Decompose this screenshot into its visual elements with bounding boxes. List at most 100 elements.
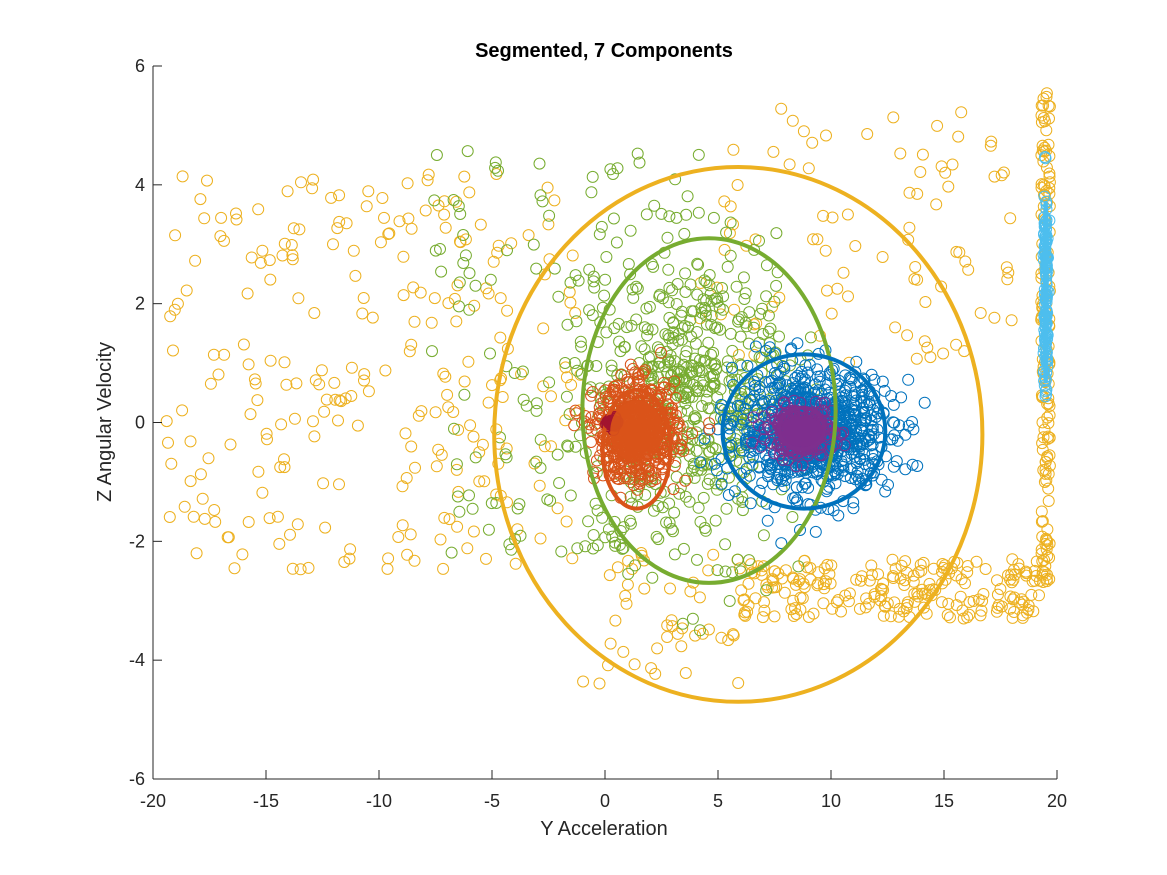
data-point — [545, 390, 557, 403]
data-point — [1035, 181, 1048, 194]
data-point — [376, 192, 389, 204]
data-point — [861, 399, 873, 412]
data-point — [678, 227, 691, 240]
data-point — [278, 356, 291, 369]
data-point — [624, 358, 637, 371]
data-point — [902, 373, 915, 386]
data-point — [241, 287, 254, 300]
data-point — [209, 515, 222, 528]
data-point — [408, 554, 421, 567]
data-point — [419, 204, 432, 217]
data-point — [237, 338, 250, 351]
data-point — [693, 591, 706, 604]
data-point — [844, 472, 857, 484]
data-point — [668, 548, 681, 561]
data-point — [775, 537, 788, 550]
data-point — [700, 294, 713, 307]
data-point — [534, 189, 547, 202]
data-point — [774, 376, 787, 389]
data-point — [473, 475, 486, 488]
data-point — [607, 212, 620, 225]
data-point — [889, 321, 902, 334]
data-point — [360, 200, 373, 213]
data-point — [248, 373, 261, 386]
data-point — [646, 571, 659, 584]
data-point — [595, 220, 608, 233]
data-point — [899, 463, 912, 476]
data-point — [543, 376, 556, 389]
data-point — [692, 258, 705, 271]
data-point — [274, 461, 287, 474]
data-point — [756, 397, 769, 410]
data-point — [397, 250, 410, 263]
data-point — [994, 583, 1007, 595]
data-point — [850, 573, 863, 586]
data-point — [587, 275, 600, 288]
data-point — [865, 559, 878, 572]
data-point — [180, 284, 193, 297]
data-point — [684, 585, 697, 598]
data-point — [676, 305, 688, 318]
data-point — [594, 449, 607, 462]
data-point — [738, 293, 751, 305]
data-point — [579, 540, 592, 553]
data-point — [798, 461, 811, 474]
data-point — [753, 336, 766, 349]
data-point — [736, 496, 749, 508]
data-point — [552, 290, 565, 303]
data-point — [168, 303, 181, 316]
data-point — [653, 356, 666, 369]
data-point — [686, 390, 699, 403]
data-point — [680, 345, 693, 358]
data-point — [944, 611, 956, 624]
data-point — [803, 358, 816, 371]
data-point — [848, 450, 861, 463]
data-point — [345, 361, 358, 374]
data-point — [702, 623, 715, 636]
data-point — [894, 147, 907, 160]
data-point — [962, 263, 975, 276]
data-point — [358, 368, 371, 381]
data-point — [790, 460, 803, 473]
data-point — [1038, 476, 1051, 488]
data-point — [811, 363, 823, 376]
data-point — [1004, 590, 1017, 603]
data-point — [692, 206, 705, 219]
data-point — [957, 612, 970, 625]
data-point — [702, 433, 715, 446]
data-point — [593, 677, 606, 690]
data-point — [453, 300, 465, 313]
data-point — [877, 577, 890, 590]
data-point — [1025, 588, 1038, 601]
data-point — [508, 367, 521, 379]
data-point — [626, 283, 639, 296]
data-point — [802, 611, 815, 623]
data-point — [613, 473, 625, 486]
data-point — [774, 445, 787, 458]
data-point — [221, 531, 234, 544]
data-point — [184, 475, 197, 488]
data-point — [500, 451, 513, 464]
data-point — [480, 552, 492, 565]
data-point — [611, 561, 624, 574]
data-point — [887, 460, 900, 473]
data-point — [748, 437, 761, 450]
data-point — [624, 517, 637, 530]
data-point — [318, 405, 331, 418]
data-point — [991, 574, 1003, 587]
data-point — [622, 258, 635, 270]
data-point — [894, 572, 907, 585]
data-point — [537, 380, 550, 393]
data-point — [709, 443, 722, 455]
data-point — [461, 145, 474, 158]
data-point — [756, 302, 769, 315]
data-point — [169, 229, 182, 242]
data-point — [617, 542, 630, 555]
data-point — [162, 436, 174, 449]
data-point — [627, 291, 640, 304]
data-point — [799, 359, 812, 372]
data-point — [165, 457, 178, 470]
data-point — [452, 485, 465, 498]
data-point — [207, 348, 220, 361]
data-point — [726, 373, 738, 386]
